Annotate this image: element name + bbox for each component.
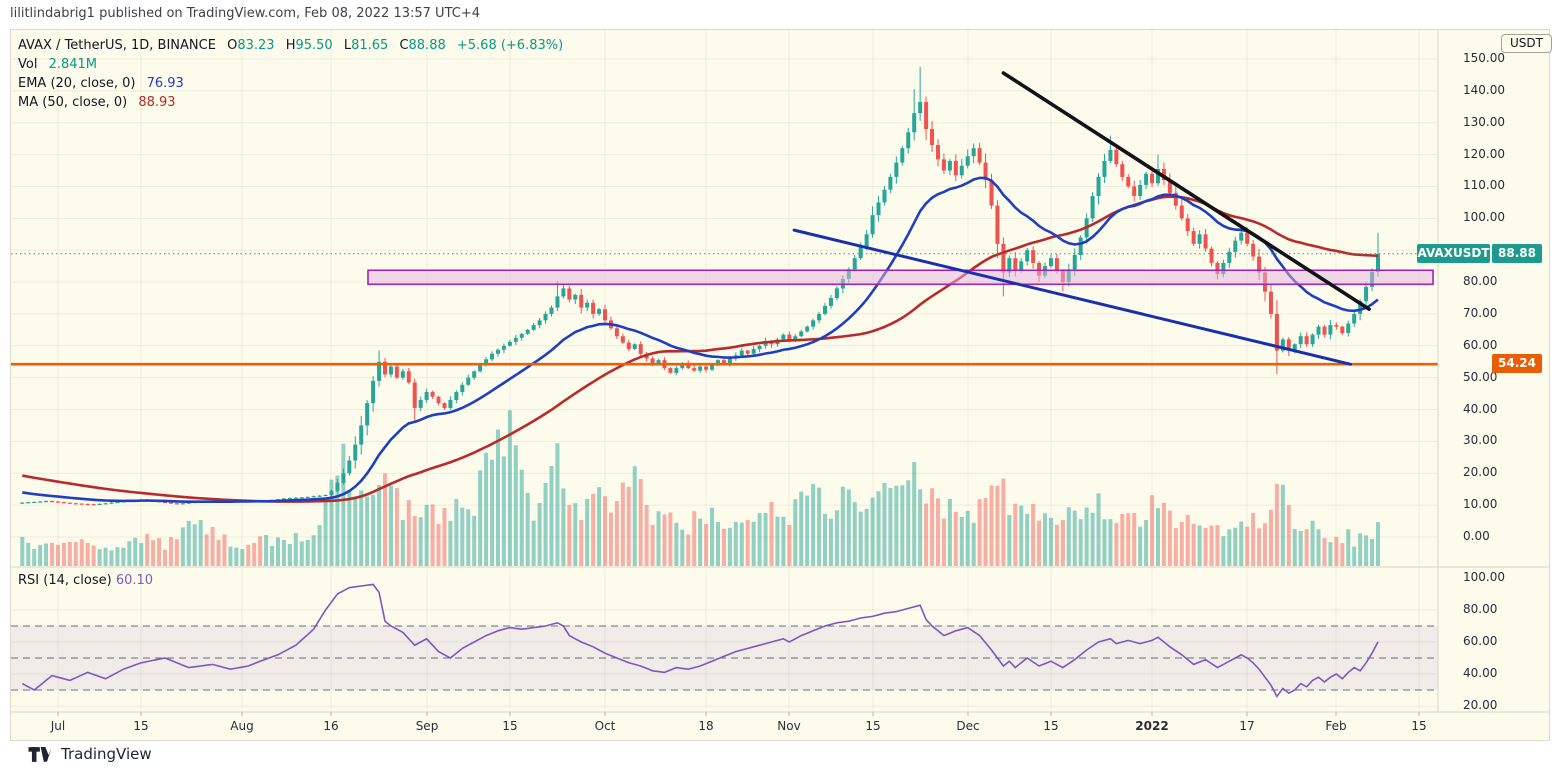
ema-row[interactable]: EMA (20, close, 0) 76.93 [18, 74, 563, 93]
tradingview-logo-text: TradingView [61, 745, 152, 763]
price-axis-tick: 120.00 [1463, 146, 1505, 161]
rsi-legend[interactable]: RSI (14, close) 60.10 [18, 573, 153, 588]
last-price-flag: 88.88 [1492, 244, 1542, 263]
footer-brand[interactable]: TradingView [28, 745, 152, 763]
rsi-axis-tick: 80.00 [1463, 602, 1498, 616]
price-axis-tick: 10.00 [1463, 497, 1498, 512]
chart-container[interactable]: AVAX / TetherUS, 1D, BINANCE O83.23 H95.… [10, 29, 1552, 741]
time-axis-label: Oct [594, 719, 616, 733]
price-axis-tick: 150.00 [1463, 51, 1505, 65]
ma-value: 88.93 [138, 95, 176, 110]
ma-label: MA (50, close, 0) [18, 95, 128, 110]
time-axis-label: Jul [50, 719, 66, 733]
time-axis-label: 17 [1239, 719, 1255, 733]
rsi-axis-tick: 60.00 [1463, 634, 1498, 648]
low-label: L [343, 38, 352, 53]
price-axis-tick: 50.00 [1463, 369, 1498, 384]
blue-downtrend-line[interactable] [792, 228, 1353, 366]
black-downtrend-line[interactable] [1001, 71, 1371, 311]
open-value: 83.23 [237, 38, 275, 53]
time-axis-label: Dec [956, 719, 980, 733]
ema-label: EMA (20, close, 0) [18, 76, 136, 91]
change-value: +5.68 (+6.83%) [456, 38, 564, 53]
price-axis-tick: 0.00 [1463, 529, 1490, 543]
attribution-text: lilitlindabrig1 published on TradingView… [10, 6, 480, 21]
time-axis-label: 15 [865, 719, 881, 733]
price-axis-tick: 40.00 [1463, 401, 1498, 416]
open-label: O [227, 38, 238, 53]
ma-row[interactable]: MA (50, close, 0) 88.93 [18, 93, 563, 112]
volume-value: 2.841M [48, 57, 98, 72]
rsi-line[interactable] [21, 583, 1379, 698]
symbol-row[interactable]: AVAX / TetherUS, 1D, BINANCE O83.23 H95.… [18, 36, 563, 55]
high-value: 95.50 [295, 38, 333, 53]
gridlines [11, 30, 1438, 712]
time-axis-label: 18 [698, 719, 714, 733]
rsi-axis-tick: 20.00 [1463, 698, 1498, 712]
time-axis-label: 15 [1411, 719, 1427, 733]
price-axis-tick: 110.00 [1463, 178, 1505, 193]
chart-canvas[interactable] [11, 30, 1549, 740]
price-axis-tick: 130.00 [1463, 114, 1505, 129]
time-axis-label: Sep [415, 719, 439, 733]
price-axis-tick: 140.00 [1463, 82, 1505, 97]
currency-badge[interactable]: USDT [1501, 34, 1552, 53]
volume-label: Vol [18, 57, 38, 72]
time-axis-label: 15 [502, 719, 518, 733]
time-axis-label: 16 [323, 719, 339, 733]
symbol-price-flag: AVAXUSDT [1417, 244, 1490, 263]
close-value: 88.88 [408, 38, 446, 53]
candlesticks [20, 66, 1380, 506]
low-value: 81.65 [351, 38, 389, 53]
volume-row[interactable]: Vol 2.841M [18, 55, 563, 74]
rsi-band [11, 625, 1438, 691]
ema20-line[interactable] [22, 176, 1379, 504]
time-axis-label: 15 [1043, 719, 1059, 733]
time-axis-label: 15 [133, 719, 149, 733]
close-label: C [399, 38, 409, 53]
rsi-axis-tick: 40.00 [1463, 666, 1498, 680]
price-axis-tick: 20.00 [1463, 465, 1498, 480]
rsi-label: RSI (14, close) [18, 573, 112, 588]
ema-value: 76.93 [146, 76, 184, 91]
supply-zone-rect[interactable] [367, 269, 1434, 286]
ma50-line[interactable] [22, 195, 1379, 503]
rsi-axis-tick: 100.00 [1463, 570, 1505, 584]
time-axis-label: Aug [230, 719, 254, 733]
symbol-title: AVAX / TetherUS, 1D, BINANCE [18, 38, 216, 53]
tradingview-logo-icon [28, 746, 52, 762]
time-axis-label: Feb [1325, 719, 1347, 733]
high-label: H [285, 38, 296, 53]
price-axis-tick: 100.00 [1463, 210, 1505, 225]
price-axis-tick: 30.00 [1463, 433, 1498, 448]
price-axis-tick: 80.00 [1463, 274, 1498, 289]
time-axis-label: Nov [777, 719, 801, 733]
price-axis-tick: 60.00 [1463, 337, 1498, 352]
price-axis-tick: 70.00 [1463, 305, 1498, 320]
time-axis-label: 2022 [1135, 719, 1169, 733]
volume-bars [20, 410, 1380, 566]
rsi-value: 60.10 [115, 573, 154, 588]
support-level-flag: 54.24 [1492, 354, 1542, 373]
main-legend: AVAX / TetherUS, 1D, BINANCE O83.23 H95.… [18, 36, 563, 112]
